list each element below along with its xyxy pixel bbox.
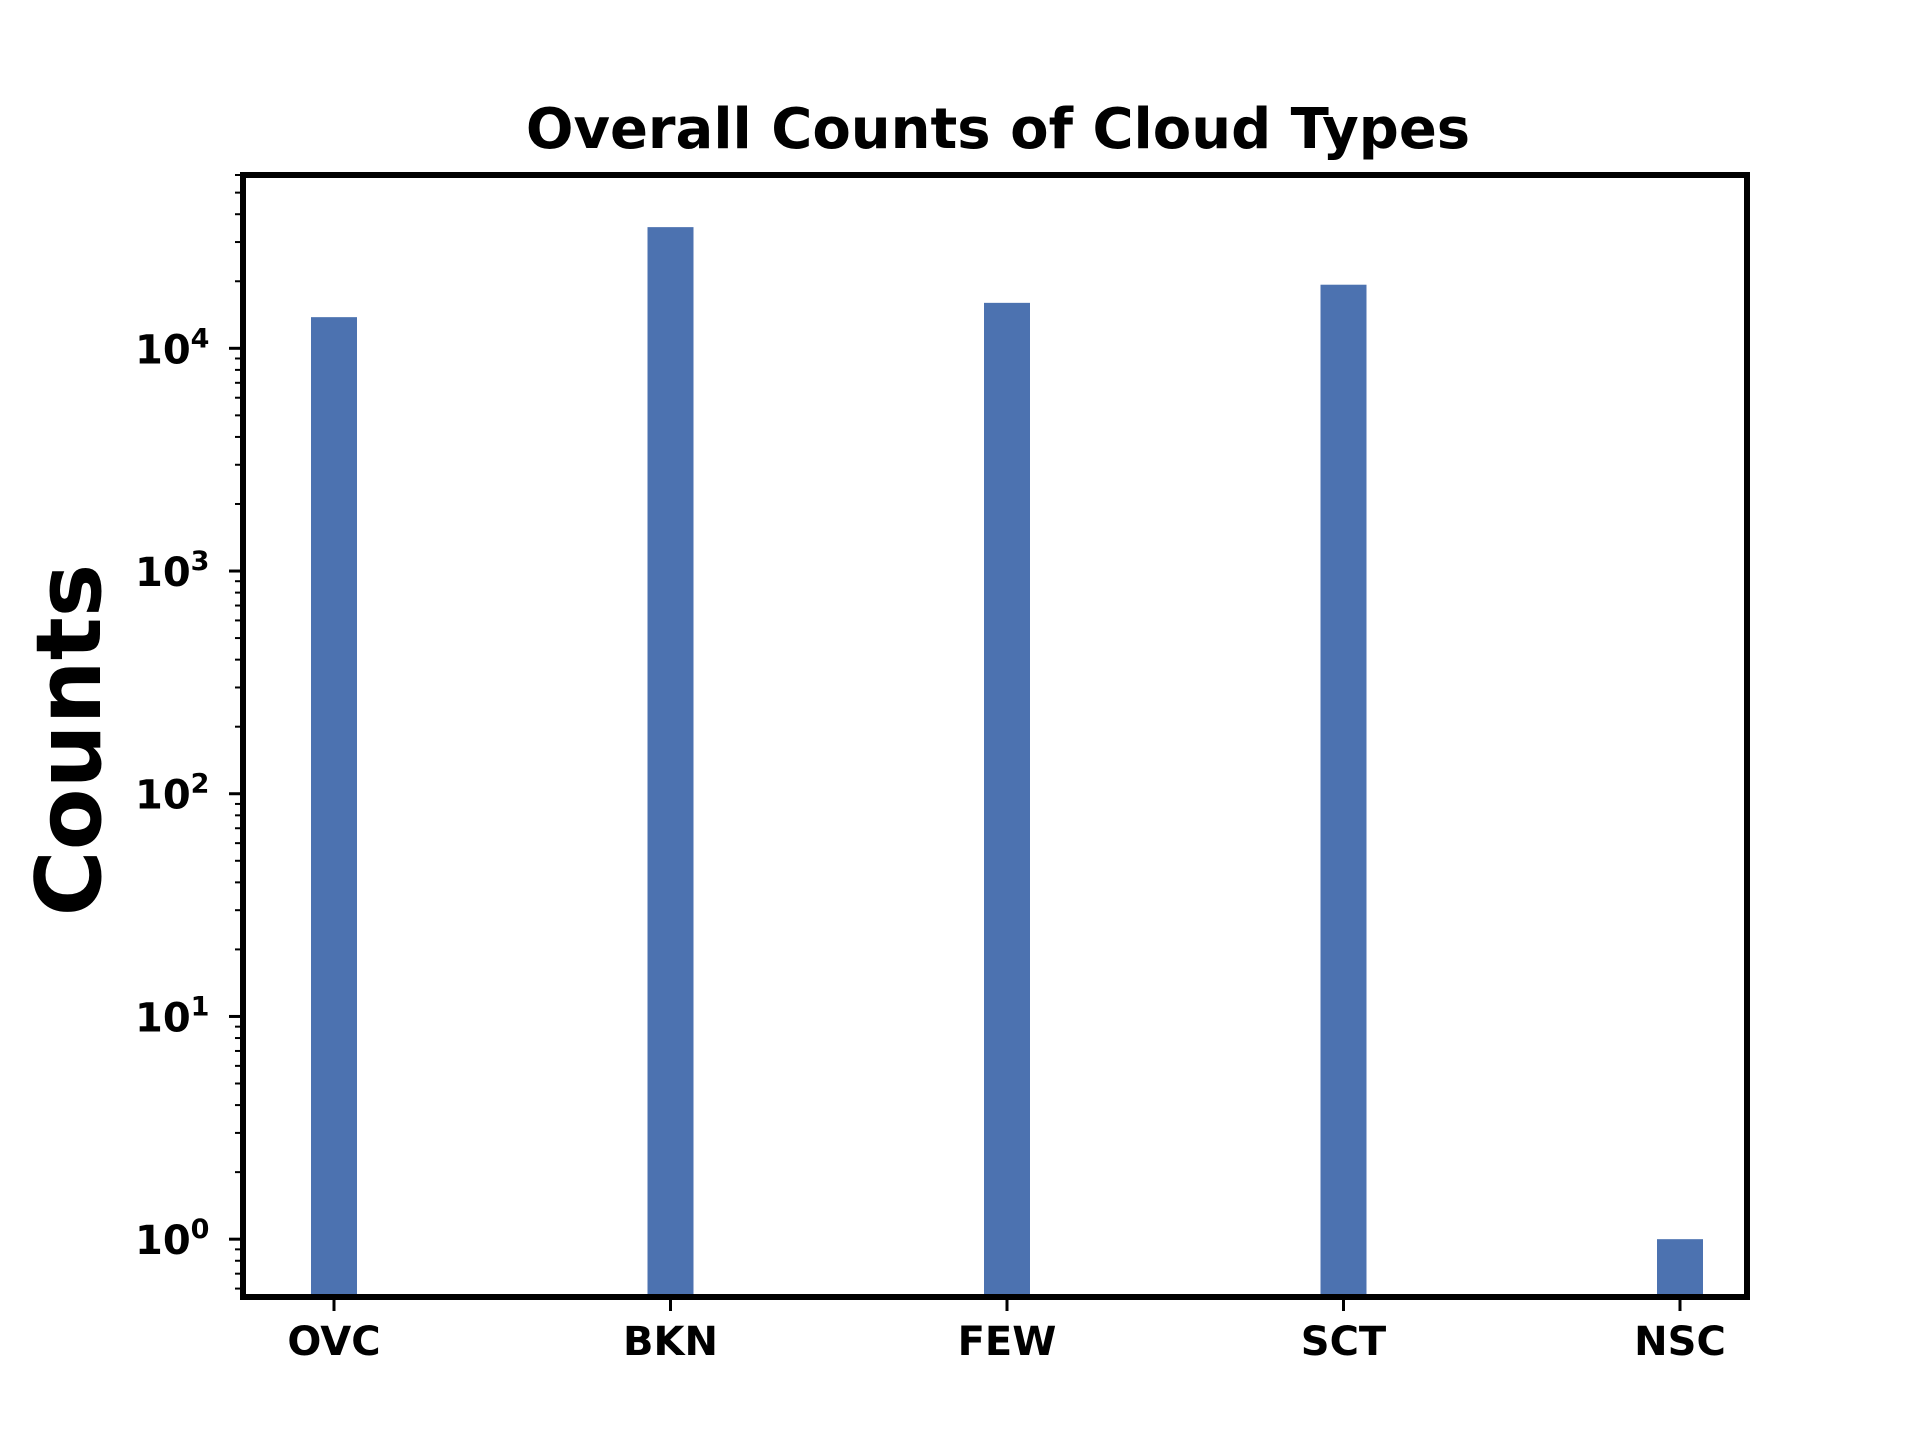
y-tick-base: 10 <box>135 327 191 373</box>
y-tick-exponent: 3 <box>191 546 210 577</box>
y-tick-base: 10 <box>135 1218 191 1264</box>
bar-ovc <box>311 317 357 1297</box>
y-tick-label: 104 <box>135 323 209 373</box>
y-tick-exponent: 1 <box>191 991 210 1022</box>
bar-sct <box>1320 284 1367 1297</box>
chart-title: Overall Counts of Cloud Types <box>526 97 1470 162</box>
y-axis-label: Counts <box>17 564 122 917</box>
bar-few <box>984 302 1030 1297</box>
y-tick-base: 10 <box>135 550 191 596</box>
x-tick-label: NSC <box>1634 1319 1726 1365</box>
y-tick-label: 101 <box>135 991 209 1041</box>
y-tick-base: 10 <box>135 773 191 819</box>
x-tick-label: BKN <box>623 1319 718 1365</box>
y-tick-exponent: 0 <box>191 1214 210 1245</box>
plot-area-frame <box>240 172 1750 1300</box>
x-ticks-group: OVC BKN FEW SCT NSC <box>287 1297 1726 1365</box>
bar-bkn <box>647 227 694 1297</box>
y-tick-label: 100 <box>135 1214 209 1264</box>
x-tick-label: SCT <box>1301 1319 1387 1365</box>
bar-nsc <box>1657 1239 1703 1297</box>
y-tick-exponent: 2 <box>191 769 210 800</box>
y-tick-label: 102 <box>135 769 209 819</box>
y-tick-exponent: 4 <box>191 323 210 354</box>
bars-group <box>311 227 1703 1297</box>
y-tick-base: 10 <box>135 995 191 1041</box>
x-tick-label: FEW <box>958 1319 1057 1365</box>
x-tick-label: OVC <box>287 1319 380 1365</box>
y-tick-label: 103 <box>135 546 209 596</box>
